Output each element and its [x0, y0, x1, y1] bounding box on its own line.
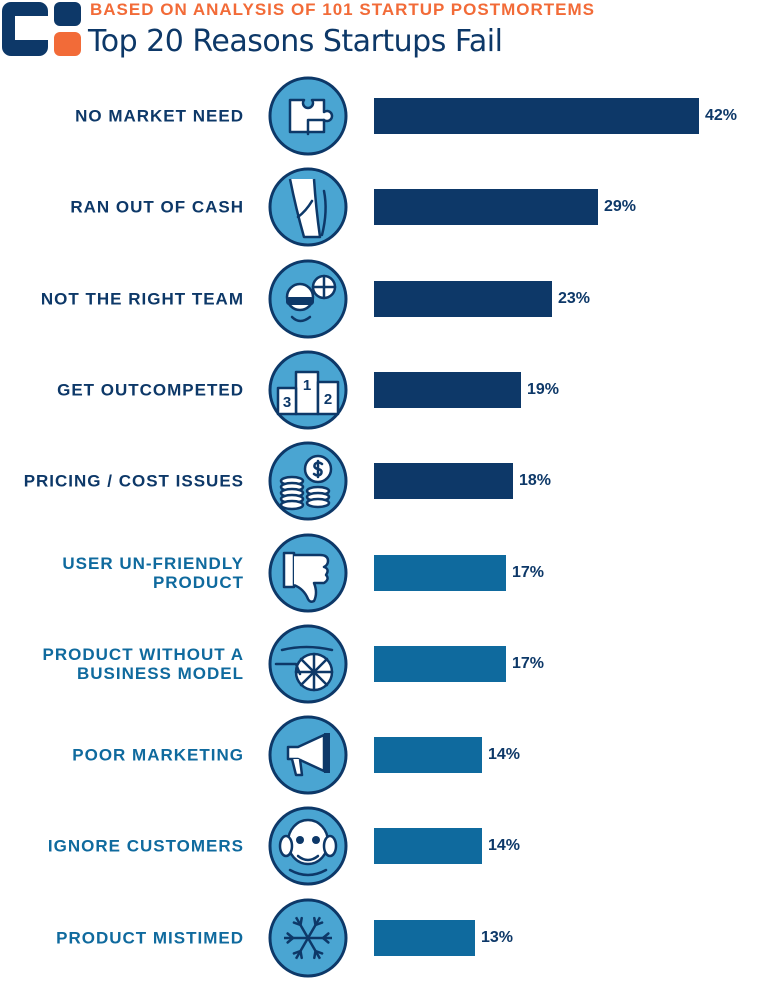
bar — [374, 828, 482, 865]
chart-row: PRICING / COST ISSUES 18% — [0, 436, 768, 526]
bar — [374, 371, 521, 408]
data-label: 17% — [512, 563, 545, 581]
bar — [374, 189, 598, 226]
chart-row: PRODUCT MISTIMED 13% — [0, 893, 768, 983]
bar — [374, 645, 506, 682]
bar — [374, 554, 506, 591]
category-label: POOR MARKETING — [72, 745, 244, 765]
chart-row: PRODUCT WITHOUT A BUSINESS MODEL 17% — [0, 619, 768, 709]
chart-row: GET OUTCOMPETED 1 2 3 19% — [0, 345, 768, 435]
empty-pocket-icon — [268, 167, 348, 247]
data-label: 19% — [527, 380, 560, 398]
chart-row: NOT THE RIGHT TEAM 23% — [0, 254, 768, 344]
category-label: PRODUCT MISTIMED — [56, 928, 244, 948]
category-label: GET OUTCOMPETED — [57, 380, 244, 400]
bar — [374, 463, 513, 500]
category-label: PRODUCT WITHOUT A BUSINESS MODEL — [42, 644, 244, 683]
bar — [374, 919, 475, 956]
svg-text:1: 1 — [303, 377, 311, 394]
data-label: 14% — [488, 837, 521, 855]
bar — [374, 98, 699, 134]
category-label: USER UN-FRIENDLY PRODUCT — [62, 553, 244, 592]
megaphone-icon — [268, 715, 348, 795]
data-label: 23% — [558, 289, 591, 307]
data-label: 14% — [488, 746, 521, 764]
chart-title: Top 20 Reasons Startups Fail — [88, 24, 503, 59]
chart-row: NO MARKET NEED 42% — [0, 71, 768, 161]
data-label: 13% — [481, 928, 514, 946]
category-label: NOT THE RIGHT TEAM — [40, 289, 244, 309]
category-label: PRICING / COST ISSUES — [23, 471, 244, 491]
bar — [374, 737, 482, 774]
chart-subtitle: BASED ON ANALYSIS OF 101 STARTUP POSTMOR… — [90, 0, 595, 19]
podium-icon: 12 3 — [268, 350, 348, 430]
category-label: IGNORE CUSTOMERS — [47, 836, 244, 856]
chart-row: POOR MARKETING 14% — [0, 710, 768, 800]
data-label: 29% — [604, 198, 637, 216]
chart-row: RAN OUT OF CASH 29% — [0, 162, 768, 252]
puzzle-icon — [268, 76, 348, 156]
logo-icon — [2, 2, 81, 56]
bar — [374, 280, 552, 317]
rickshaw-icon — [268, 624, 348, 704]
svg-text:3: 3 — [283, 394, 291, 411]
data-label: 42% — [705, 107, 738, 124]
team-icon — [268, 259, 348, 339]
chart-row: USER UN-FRIENDLY PRODUCT 17% — [0, 528, 768, 618]
data-label: 18% — [519, 472, 552, 490]
category-label: RAN OUT OF CASH — [70, 197, 244, 217]
data-label: 17% — [512, 654, 545, 672]
svg-text:2: 2 — [324, 391, 332, 408]
category-label: NO MARKET NEED — [75, 106, 244, 126]
thumbs-down-icon — [268, 533, 348, 612]
coins-dollar-icon — [268, 441, 348, 521]
snowflake-icon — [268, 898, 348, 978]
chart-row: IGNORE CUSTOMERS 14% — [0, 801, 768, 891]
monkey-icon — [268, 806, 348, 886]
